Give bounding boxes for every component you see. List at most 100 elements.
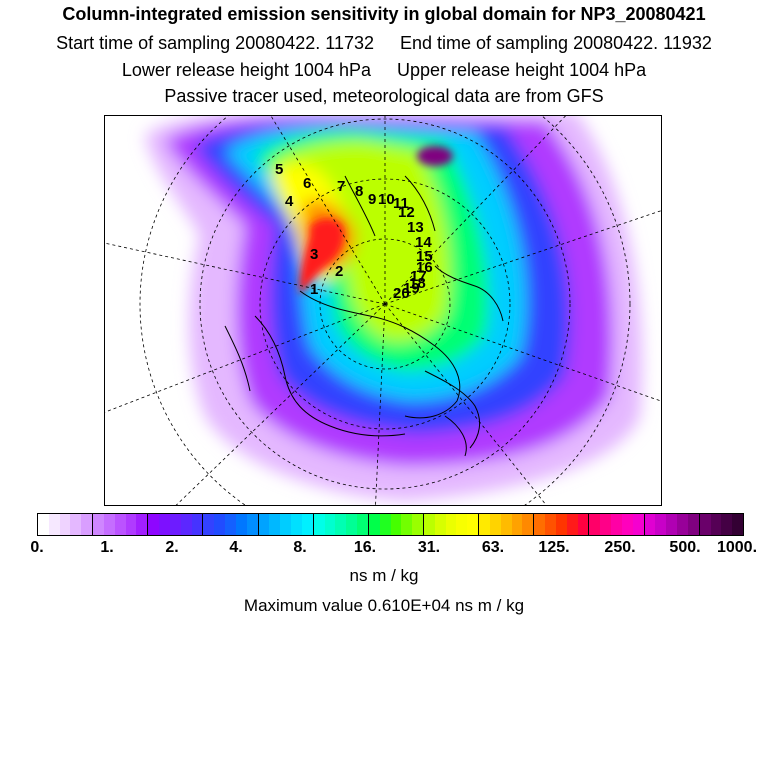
colorbar-tick-label: 63. (481, 539, 505, 556)
colorbar-swatch (169, 514, 181, 535)
colorbar-swatch (721, 514, 733, 535)
sampling-times: Start time of sampling 20080422. 11732 En… (0, 33, 768, 54)
colorbar-swatch (632, 514, 644, 535)
colorbar-swatch (611, 514, 622, 535)
colorbar-swatch (577, 514, 589, 535)
colorbar-swatch (379, 514, 391, 535)
colorbar-swatch (401, 514, 413, 535)
trajectory-label: 3 (310, 246, 318, 263)
colorbar-swatch (666, 514, 678, 535)
map-panel: 1 2 3 4 5 6 7 8 9 10 11 12 13 14 15 16 1… (104, 115, 662, 506)
colorbar-swatch (48, 514, 60, 535)
colorbar-swatch (677, 514, 688, 535)
colorbar-swatch (566, 514, 578, 535)
graticule (105, 116, 661, 505)
upper-release-height: Upper release height 1004 hPa (397, 60, 647, 80)
colorbar-swatch (159, 514, 170, 535)
sensitivity-map: 1 2 3 4 5 6 7 8 9 10 11 12 13 14 15 16 1… (105, 116, 661, 505)
colorbar-swatch (225, 514, 236, 535)
colorbar-swatch (191, 514, 203, 535)
colorbar-swatch (533, 514, 546, 535)
trajectory-label: 16 (416, 259, 433, 276)
trajectory-label: 18 (409, 275, 426, 292)
colorbar-swatch (621, 514, 633, 535)
trajectory-label: 2 (335, 263, 343, 280)
trajectory-label: 11 (393, 195, 409, 212)
colorbar-swatch (434, 514, 446, 535)
colorbar-swatch (655, 514, 667, 535)
colorbar-tick-label: 0. (30, 539, 44, 556)
colorbar-swatch (412, 514, 423, 535)
tracer-note: Passive tracer used, meteorological data… (164, 86, 604, 106)
trajectory-label: 9 (368, 191, 376, 208)
colorbar-swatch (235, 514, 247, 535)
colorbar-swatch (269, 514, 281, 535)
colorbar-swatch (643, 514, 656, 535)
colorbar-swatch (59, 514, 71, 535)
trajectory-label: 17 (410, 268, 427, 285)
colorbar-swatch (588, 514, 601, 535)
colorbar-swatch (214, 514, 226, 535)
colorbar-swatch (335, 514, 347, 535)
colorbar-swatch (147, 514, 160, 535)
colorbar-swatch (710, 514, 722, 535)
colorbar-swatch (600, 514, 612, 535)
colorbar-swatch (698, 514, 711, 535)
colorbar-swatch (246, 514, 258, 535)
colorbar-swatch (202, 514, 215, 535)
trajectory-label: 14 (415, 234, 432, 251)
trajectory-label: 10 (378, 191, 395, 208)
colorbar-swatch (257, 514, 270, 535)
colorbar-tick-label: 16. (353, 539, 377, 556)
colorbar-swatch (511, 514, 523, 535)
trajectory-label: 6 (303, 175, 311, 192)
colorbar-swatch (467, 514, 479, 535)
colorbar-swatch (390, 514, 402, 535)
end-time: End time of sampling 20080422. 11932 (399, 33, 712, 53)
colorbar-swatch (114, 514, 126, 535)
colorbar-swatch (38, 514, 49, 535)
colorbar-tick-label: 31. (417, 539, 441, 556)
colorbar-swatch (180, 514, 192, 535)
colorbar-swatch (367, 514, 380, 535)
colorbar-swatch (456, 514, 468, 535)
trajectory-label: 20 (393, 285, 410, 302)
trajectory-labels: 1 2 3 4 5 6 7 8 9 10 11 12 13 14 15 16 1… (275, 161, 433, 302)
colorbar-swatch (422, 514, 435, 535)
lower-release-height: Lower release height 1004 hPa (121, 60, 371, 80)
colorbar-tick-label: 2. (165, 539, 179, 556)
start-time: Start time of sampling 20080422. 11732 (56, 33, 374, 53)
trajectory-label: 8 (355, 183, 363, 200)
colorbar-tick-label: 1. (100, 539, 114, 556)
colorbar-units: ns m / kg (349, 566, 419, 585)
trajectory-label: 12 (398, 204, 415, 221)
trajectory-label: 15 (416, 248, 433, 265)
colorbar-swatch (81, 514, 93, 535)
coastlines (224, 175, 504, 457)
release-heights: Lower release height 1004 hPa Upper relea… (0, 60, 768, 81)
colorbar-swatch (489, 514, 501, 535)
trajectory-label: 13 (407, 219, 424, 236)
colorbar-swatch (324, 514, 336, 535)
colorbar-swatch (500, 514, 512, 535)
sensitivity-field (145, 116, 643, 501)
maximum-value: Maximum value 0.610E+04 ns m / kg (243, 596, 525, 615)
colorbar-swatch (291, 514, 302, 535)
trajectory-label: 4 (285, 193, 294, 210)
high-sensitivity-core (299, 146, 453, 294)
colorbar-swatch (92, 514, 104, 535)
colorbar-swatch (70, 514, 82, 535)
trajectory-label: 5 (275, 161, 283, 178)
colorbar-tick-label: 125. (538, 539, 570, 556)
colorbar-swatch (545, 514, 556, 535)
colorbar-swatch (125, 514, 137, 535)
colorbar-swatch (687, 514, 699, 535)
colorbar-swatch (301, 514, 313, 535)
trajectory-label: 1 (310, 281, 318, 298)
colorbar-swatch (357, 514, 368, 535)
trajectory-label: 19 (403, 280, 420, 297)
colorbar-tick-label: 250. (604, 539, 636, 556)
colorbar-swatch (445, 514, 457, 535)
colorbar-swatch (732, 514, 743, 535)
colorbar-swatch (136, 514, 148, 535)
